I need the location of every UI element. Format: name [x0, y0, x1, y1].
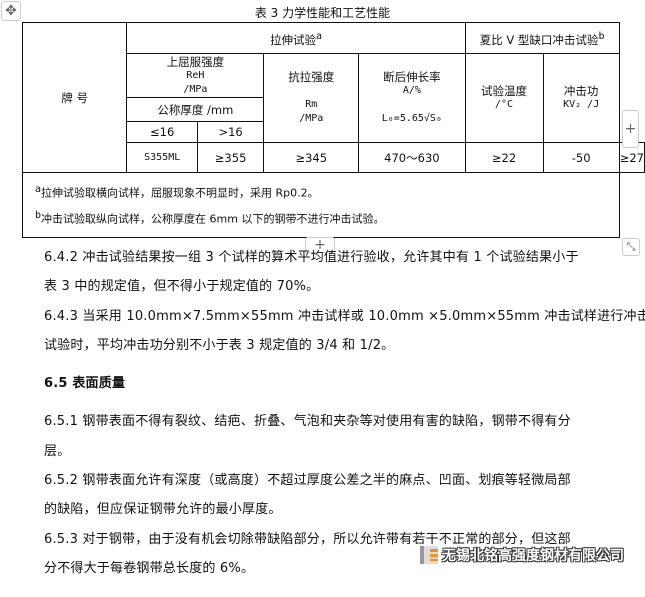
footnote-b: b冲击试验取纵向试样，公称厚度在 6mm 以下的钢带不进行冲击试验。 [35, 210, 385, 226]
header-grade: 牌 号 [21, 22, 128, 173]
watermark-text: 无锡北铭高强度钢材有限公司 [442, 548, 624, 564]
header-gt16: >16 [196, 121, 265, 143]
table-row: S355ML ≥355 ≥345 470～630 ≥22 -50 ≥27 [23, 142, 645, 173]
paragraph-line: 试验时，平均冲击功分别不小于表 3 规定值的 3/4 和 1/2。 [44, 338, 395, 353]
cell: -50 [542, 142, 620, 173]
paragraph-line: 分不得大于每卷钢带总长度的 6%。 [44, 561, 255, 576]
paragraph-line: 6.5.2 钢带表面允许有深度（或高度）不超过厚度公差之半的麻点、凹面、划痕等轻… [44, 473, 571, 488]
header-test-temp: 试验温度/°C [464, 53, 544, 143]
company-logo-icon [420, 546, 438, 564]
paragraph-line: 层。 [44, 444, 71, 459]
properties-table: 牌 号 拉伸试验a 夏比 V 型缺口冲击试验b 上屈服强度 ReH/MPa 抗拉强… [21, 22, 645, 238]
table-footnotes: a拉伸试验取横向试样，屈服现象不明显时，采用 Rp0.2。 b冲击试验取纵向试样… [22, 172, 620, 238]
company-watermark: 无锡北铭高强度钢材有限公司 [420, 544, 624, 566]
header-tensile: 拉伸试验a [126, 22, 466, 54]
cell: ≥355 [196, 142, 265, 173]
paragraph-line: 6.4.3 当采用 10.0mm×7.5mm×55mm 冲击试样或 10.0mm… [44, 309, 645, 324]
paragraph-line: 6.4.2 冲击试验结果按一组 3 个试样的算术平均值进行验收，允许其中有 1 … [44, 250, 579, 265]
header-le16: ≤16 [126, 121, 198, 143]
paragraph-line: 的缺陷，但应保证钢带允许的最小厚度。 [44, 502, 282, 517]
cell: 470～630 [358, 142, 466, 173]
paragraph-line: 6.5.3 对于钢带，由于没有机会切除带缺陷部分，所以允许带有若干不正常的部分，… [44, 532, 571, 547]
section-heading: 6.5 表面质量 [44, 376, 126, 391]
cell: ≥345 [263, 142, 360, 173]
header-thickness: 公称厚度 /mm [126, 97, 265, 122]
header-impact-energy: 冲击功 KV₂ /J [542, 53, 620, 143]
table-caption: 表 3 力学性能和工艺性能 [254, 6, 391, 20]
cell-grade: S355ML [126, 142, 198, 173]
add-column-button[interactable]: + [622, 110, 639, 148]
add-row-button[interactable]: + [305, 237, 335, 253]
table-move-handle[interactable]: ✥ [1, 1, 21, 21]
cell: ≥22 [464, 142, 544, 173]
header-yield: 上屈服强度 ReH/MPa [126, 53, 265, 98]
header-impact: 夏比 V 型缺口冲击试验b [464, 22, 620, 54]
header-tensile-strength: 抗拉强度 Rm/MPa [263, 53, 360, 143]
header-elongation: 断后伸长率 A/% L₀=5.65√S₀ [358, 53, 466, 143]
paragraph-line: 6.5.1 钢带表面不得有裂纹、结疤、折叠、气泡和夹杂等对使用有害的缺陷，钢带不… [44, 414, 571, 429]
resize-handle[interactable]: ⤡ [622, 238, 640, 256]
paragraph-line: 表 3 中的规定值，但不得小于规定值的 70%。 [44, 279, 320, 294]
footnote-a: a拉伸试验取横向试样，屈服现象不明显时，采用 Rp0.2。 [35, 184, 319, 200]
